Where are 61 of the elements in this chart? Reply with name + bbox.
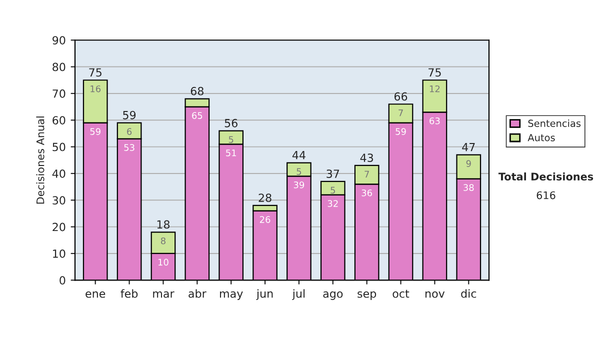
y-tick-label: 40	[52, 169, 66, 178]
total-label: 47	[462, 143, 475, 152]
x-tick-label: feb	[120, 289, 138, 298]
x-tick-label: ene	[86, 291, 106, 298]
data-label: 7	[364, 170, 369, 178]
total-label: 68	[190, 86, 204, 96]
x-tick-label: jun	[256, 289, 273, 300]
y-tick-label: 30	[52, 196, 66, 205]
data-label: 32	[328, 200, 338, 207]
x-tick-label: ago	[323, 291, 343, 300]
data-label: 63	[430, 117, 440, 124]
y-axis-title: Decisiones Anual	[36, 116, 44, 204]
text: 616	[536, 191, 556, 200]
total-label: 28	[258, 194, 272, 202]
data-label: 36	[362, 189, 372, 196]
data-label: 5	[330, 186, 335, 194]
x-tick-label: nov	[426, 291, 445, 298]
total-label: 75	[428, 68, 441, 77]
y-tick-label: 0	[60, 276, 66, 285]
data-label: 59	[396, 128, 406, 135]
total-label: 43	[360, 154, 374, 162]
data-label: 59	[90, 128, 100, 135]
total-label: 44	[292, 151, 306, 160]
x-tick-label: jul	[292, 289, 305, 300]
data-label: 10	[158, 258, 168, 266]
x-tick-label: oct	[392, 290, 410, 298]
y-tick-label: 90	[52, 36, 66, 44]
x-tick-label: may	[220, 291, 243, 300]
data-label: 65	[192, 112, 202, 119]
x-tick-label: dic	[461, 289, 476, 298]
x-tick-label: abr	[188, 289, 206, 298]
total-label: 56	[224, 118, 238, 128]
data-label: 6	[127, 128, 132, 135]
data-label: 53	[124, 144, 134, 151]
legend-label: Sentencias	[528, 119, 581, 128]
y-tick-label: 80	[52, 62, 66, 72]
data-label: 12	[430, 85, 440, 92]
x-tick-label: mar	[153, 291, 174, 298]
data-label: 5	[296, 168, 302, 175]
data-label: 26	[260, 216, 270, 223]
total-label: 75	[89, 68, 102, 77]
y-tick-label: 50	[52, 142, 66, 152]
y-tick-label: 60	[52, 116, 66, 125]
data-label: 5	[228, 136, 234, 143]
data-label: 8	[160, 237, 166, 244]
data-label: 51	[226, 150, 236, 156]
legend-label: Autos	[528, 134, 555, 142]
text: Total Decisiones	[498, 172, 594, 180]
total-label: 66	[394, 92, 408, 101]
data-label: 38	[464, 184, 474, 191]
y-tick-label: 20	[52, 222, 66, 232]
total-label: 18	[157, 220, 170, 229]
data-label: 16	[90, 85, 101, 92]
y-tick-label: 10	[53, 249, 66, 258]
y-tick-label: 70	[52, 89, 66, 98]
x-tick-label: sep	[358, 291, 376, 300]
data-label: 7	[398, 110, 403, 116]
total-label: 59	[123, 110, 136, 120]
total-label: 37	[326, 170, 340, 178]
data-label: 9	[466, 160, 471, 167]
data-label: 39	[294, 181, 304, 188]
